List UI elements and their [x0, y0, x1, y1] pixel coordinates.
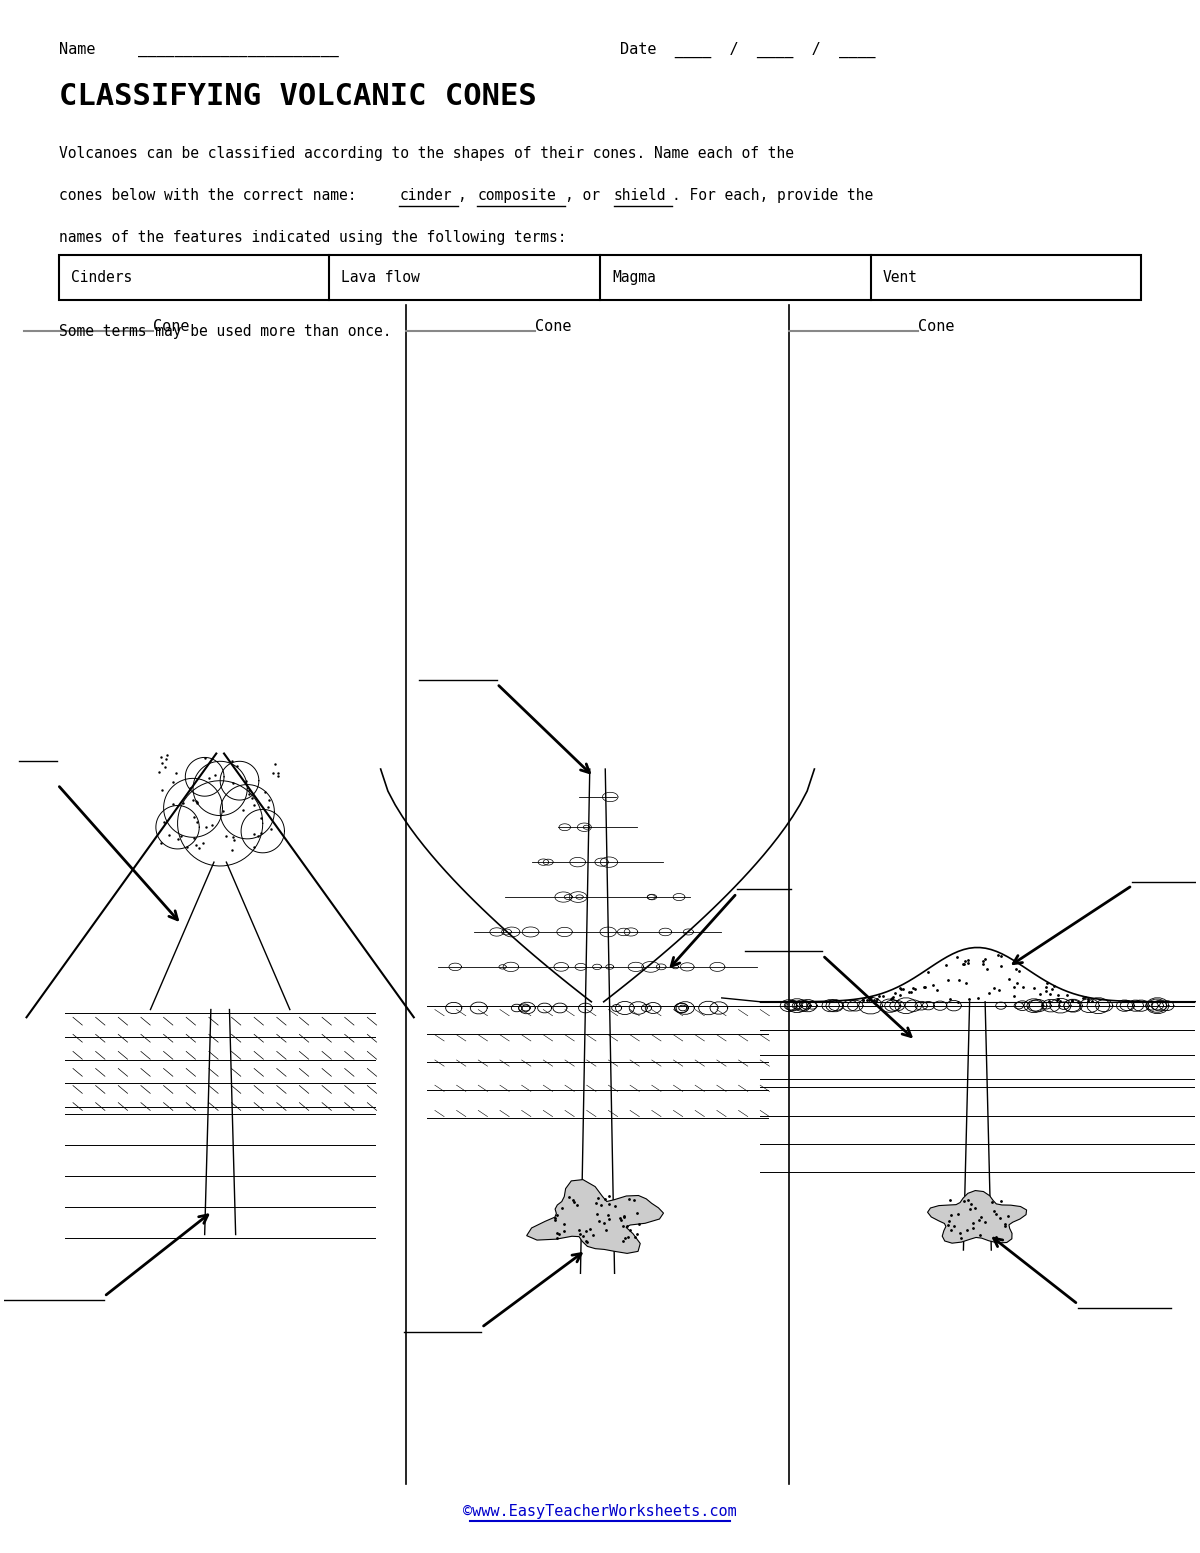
Text: Date  ____  /  ____  /  ____: Date ____ / ____ / ____	[620, 42, 875, 57]
Text: ,: ,	[457, 188, 475, 203]
Text: ______________________: ______________________	[138, 42, 338, 57]
Text: Cone: Cone	[535, 318, 572, 334]
Text: names of the features indicated using the following terms:: names of the features indicated using th…	[59, 230, 566, 245]
Bar	[59, 255, 1141, 300]
Text: Magma: Magma	[612, 270, 655, 284]
Text: Vent: Vent	[882, 270, 918, 284]
Text: , or: , or	[565, 188, 608, 203]
Text: shield: shield	[613, 188, 666, 203]
Text: CLASSIFYING VOLCANIC CONES: CLASSIFYING VOLCANIC CONES	[59, 82, 536, 110]
Text: Cinders: Cinders	[71, 270, 132, 284]
Text: Volcanoes can be classified according to the shapes of their cones. Name each of: Volcanoes can be classified according to…	[59, 146, 793, 162]
Text: composite: composite	[478, 188, 556, 203]
Text: cinder: cinder	[400, 188, 452, 203]
Text: Lava flow: Lava flow	[341, 270, 420, 284]
Polygon shape	[527, 1180, 664, 1253]
Text: Cone: Cone	[154, 318, 190, 334]
Text: Name: Name	[59, 42, 95, 57]
Polygon shape	[928, 1191, 1026, 1244]
Text: Some terms may be used more than once.: Some terms may be used more than once.	[59, 325, 391, 340]
Text: ©www.EasyTeacherWorksheets.com: ©www.EasyTeacherWorksheets.com	[463, 1503, 737, 1519]
Text: cones below with the correct name:: cones below with the correct name:	[59, 188, 365, 203]
Text: . For each, provide the: . For each, provide the	[672, 188, 874, 203]
Text: Cone: Cone	[918, 318, 954, 334]
